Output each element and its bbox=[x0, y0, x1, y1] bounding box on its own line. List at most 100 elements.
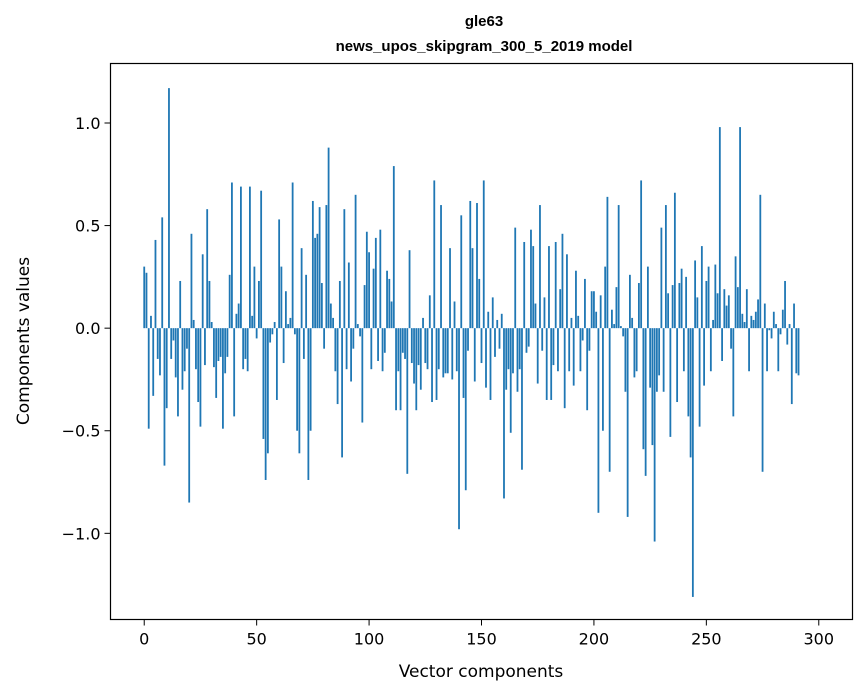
bar bbox=[174, 328, 177, 378]
bar bbox=[730, 328, 732, 349]
bar bbox=[469, 200, 472, 329]
bar bbox=[395, 328, 397, 411]
bar bbox=[694, 260, 697, 329]
bar bbox=[208, 280, 211, 329]
bar bbox=[685, 276, 688, 329]
bar bbox=[242, 328, 245, 370]
bar bbox=[770, 328, 773, 339]
bar bbox=[165, 328, 168, 409]
bar bbox=[696, 297, 699, 329]
bar bbox=[797, 328, 800, 376]
bar bbox=[156, 328, 159, 359]
bar bbox=[527, 328, 530, 347]
bar bbox=[781, 309, 784, 329]
bar bbox=[269, 328, 272, 343]
y-tick-label: 0.0 bbox=[75, 319, 100, 338]
bar bbox=[219, 328, 222, 357]
bar bbox=[716, 293, 719, 329]
bar bbox=[790, 328, 793, 405]
bar bbox=[460, 215, 463, 329]
bar bbox=[530, 229, 532, 329]
bar bbox=[795, 328, 798, 374]
bar bbox=[289, 317, 292, 329]
bar bbox=[500, 313, 503, 329]
bar bbox=[532, 246, 535, 329]
bar bbox=[278, 219, 281, 329]
bar bbox=[307, 328, 310, 480]
bar bbox=[700, 246, 703, 329]
bar bbox=[388, 278, 391, 329]
bar bbox=[154, 239, 157, 329]
bar bbox=[759, 194, 762, 329]
bar bbox=[539, 205, 541, 329]
bar bbox=[347, 262, 350, 329]
bar bbox=[579, 328, 582, 372]
bar bbox=[709, 328, 712, 372]
bar bbox=[752, 319, 755, 329]
y-tick-label: −0.5 bbox=[62, 422, 101, 441]
bar bbox=[264, 328, 267, 480]
bar bbox=[458, 328, 460, 530]
y-axis-ticks: −1.0 −0.5 0.0 0.5 1.0 bbox=[62, 114, 111, 543]
bar bbox=[354, 194, 357, 329]
bar bbox=[572, 328, 575, 386]
bar bbox=[541, 328, 544, 351]
bar bbox=[750, 315, 753, 329]
bar bbox=[624, 328, 627, 392]
bar bbox=[217, 328, 220, 361]
bar bbox=[559, 289, 562, 329]
bar bbox=[284, 291, 287, 329]
bar bbox=[768, 328, 771, 331]
bar bbox=[476, 203, 478, 329]
x-tick-label: 250 bbox=[691, 630, 722, 649]
bar bbox=[554, 241, 557, 329]
bar bbox=[419, 328, 422, 390]
bar bbox=[444, 328, 447, 374]
bar bbox=[296, 328, 299, 431]
bar bbox=[442, 328, 445, 378]
bar bbox=[714, 264, 717, 329]
bar bbox=[599, 295, 602, 329]
bar bbox=[723, 289, 726, 329]
bar bbox=[748, 328, 750, 372]
bar bbox=[224, 328, 227, 374]
bar bbox=[516, 328, 519, 392]
bar bbox=[413, 328, 415, 384]
bar bbox=[482, 180, 485, 329]
bar bbox=[743, 322, 746, 329]
bar bbox=[741, 313, 744, 329]
bar bbox=[703, 328, 705, 386]
x-tick-label: 50 bbox=[246, 630, 266, 649]
bar bbox=[525, 328, 528, 353]
bar bbox=[314, 237, 317, 329]
bar bbox=[222, 328, 224, 429]
bar bbox=[159, 328, 161, 376]
bar bbox=[637, 283, 640, 329]
bar bbox=[152, 328, 155, 396]
bar bbox=[566, 254, 568, 329]
bar bbox=[617, 205, 620, 329]
bar bbox=[266, 328, 269, 454]
bar bbox=[233, 328, 236, 417]
bar bbox=[291, 182, 294, 329]
bar bbox=[667, 293, 670, 329]
bar bbox=[305, 274, 308, 329]
bar bbox=[725, 305, 728, 329]
bar bbox=[237, 303, 240, 329]
bar bbox=[377, 328, 379, 361]
bar bbox=[437, 328, 440, 370]
bar bbox=[244, 328, 247, 359]
bar bbox=[613, 324, 616, 329]
plot-frame bbox=[109, 62, 854, 621]
bar bbox=[323, 328, 326, 349]
bar bbox=[150, 315, 152, 329]
bar bbox=[329, 303, 332, 329]
x-tick-label: 100 bbox=[354, 630, 385, 649]
bar bbox=[509, 328, 512, 433]
bar bbox=[651, 328, 654, 446]
bar bbox=[327, 147, 330, 329]
bar bbox=[734, 256, 737, 329]
bar bbox=[563, 328, 566, 409]
bar bbox=[147, 328, 150, 429]
bar bbox=[255, 328, 258, 339]
